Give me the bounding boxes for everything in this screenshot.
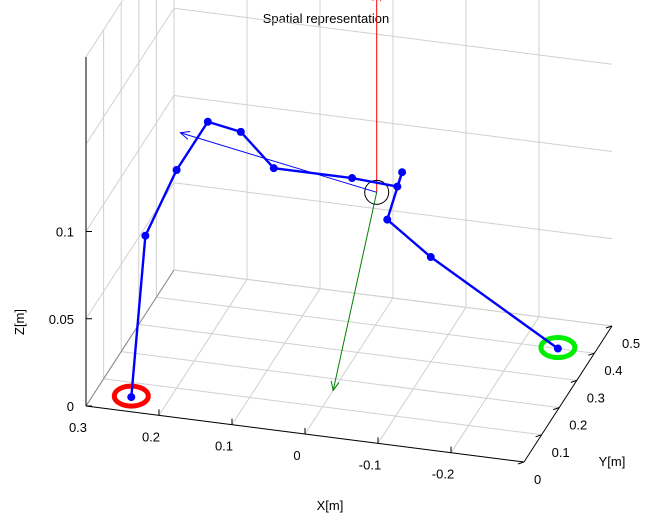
- z-axis-label: Z[m]: [12, 309, 27, 335]
- floor-grid-line-x: [377, 307, 467, 444]
- y-tick-mark: [605, 325, 613, 329]
- y-tick-mark: [570, 379, 577, 383]
- back-wall-grid-line-z: [173, 269, 613, 327]
- y-tick-mark: [535, 434, 542, 438]
- z-tick-label: 0.1: [56, 225, 74, 240]
- floor-grid-line-x: [231, 288, 321, 425]
- y-tick-label: 0.4: [604, 363, 622, 378]
- y-tick-mark: [588, 352, 595, 356]
- y-tick-label: 0.1: [552, 445, 570, 460]
- back-wall-grid-line-z: [173, 7, 613, 65]
- trajectory-point: [398, 168, 407, 177]
- floor-grid-line-y: [138, 323, 577, 381]
- trajectory-point: [553, 344, 562, 353]
- y-tick-label: 0.2: [569, 418, 587, 433]
- frame-y-axis-arrow-head: [179, 131, 191, 140]
- back-wall-grid-line-z: [173, 182, 613, 240]
- frame-axes: [179, 0, 390, 392]
- x-tick-label: 0.3: [69, 420, 87, 435]
- tick-labels: 0.30.20.10-0.1-0.2 00.10.20.30.40.500.050…: [49, 225, 640, 488]
- y-tick-mark: [517, 461, 525, 465]
- x-tick-label: 0: [293, 448, 300, 463]
- chart-title: Spatial representation: [263, 11, 389, 26]
- side-wall-grid-line-z: [85, 95, 175, 232]
- x-tick-label: 0.2: [142, 429, 160, 444]
- trajectory-point: [393, 182, 402, 191]
- trajectory-point: [383, 215, 392, 224]
- trajectory-point: [236, 127, 245, 136]
- trajectory-point: [269, 164, 278, 173]
- x-axis-label: X[m]: [317, 498, 344, 513]
- frame-y-axis-arrow: [180, 132, 377, 193]
- x-tick-label: 0.1: [215, 439, 233, 454]
- x-tick-label: -0.2: [432, 467, 454, 482]
- trajectory-point: [172, 166, 181, 175]
- frame-x-axis-arrow: [332, 192, 378, 391]
- floor-edge: [85, 269, 175, 407]
- trajectory-point: [127, 393, 136, 402]
- floor-grid-line-x: [158, 279, 248, 416]
- side-wall-grid-line-z: [85, 7, 175, 145]
- floor-grid-line-x: [450, 316, 540, 453]
- back-wall-grid-line-z: [173, 95, 613, 152]
- z-tick-label: 0.05: [49, 312, 74, 327]
- trajectory-point: [141, 231, 150, 240]
- y-tick-label: 0: [534, 472, 541, 487]
- frame-x-axis-arrow-head: [330, 380, 340, 392]
- axes: [85, 57, 613, 465]
- x-tick-label: -0.1: [359, 457, 381, 472]
- floor-grid-line-x: [304, 297, 394, 435]
- trajectory-point: [203, 117, 212, 126]
- y-axis-label: Y[m]: [599, 454, 626, 469]
- frame-origin-marker: [364, 179, 390, 205]
- grid: [85, 0, 613, 463]
- floor-grid-line-y: [156, 296, 595, 354]
- end-base-ring: [538, 335, 578, 361]
- data-series: [111, 117, 578, 409]
- y-tick-label: 0.5: [622, 336, 640, 351]
- floor-grid-line-y: [103, 378, 542, 436]
- y-axis-line: [523, 325, 613, 463]
- trajectory-line: [130, 120, 559, 398]
- z-tick-label: 0: [67, 399, 74, 414]
- floor-grid-line-y: [121, 351, 560, 409]
- y-tick-label: 0.3: [587, 390, 605, 405]
- trajectory-point: [426, 253, 435, 262]
- y-tick-mark: [553, 407, 560, 411]
- side-wall-grid-line-z: [85, 0, 124, 58]
- trajectory-point: [348, 174, 357, 183]
